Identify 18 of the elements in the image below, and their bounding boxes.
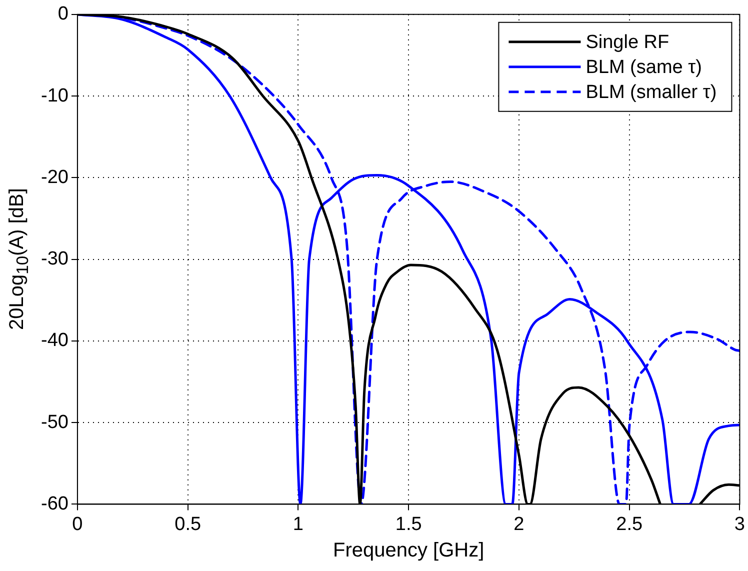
legend-label: Single RF xyxy=(586,32,670,54)
x-tick-label: 1.5 xyxy=(395,514,422,535)
y-tick-label: -20 xyxy=(40,166,68,188)
y-tick-label: -50 xyxy=(40,412,68,433)
y-tick-label: -60 xyxy=(40,493,68,514)
y-tick-label: -10 xyxy=(40,85,68,106)
y-tick-label: -40 xyxy=(40,330,68,352)
x-tick-label: 0 xyxy=(72,514,83,535)
x-tick-label: 3 xyxy=(734,514,746,535)
legend-label: BLM (same τ) xyxy=(586,57,702,78)
y-tick-label: -30 xyxy=(40,248,68,270)
x-tick-label: 1 xyxy=(292,514,304,535)
x-axis-title: Frequency [GHz] xyxy=(333,540,484,562)
x-tick-label: 0.5 xyxy=(174,514,202,535)
x-tick-label: 2 xyxy=(514,514,524,535)
y-tick-label: 0 xyxy=(58,4,68,25)
x-tick-label: 2.5 xyxy=(616,514,643,535)
legend-label: BLM (smaller τ) xyxy=(586,82,717,104)
